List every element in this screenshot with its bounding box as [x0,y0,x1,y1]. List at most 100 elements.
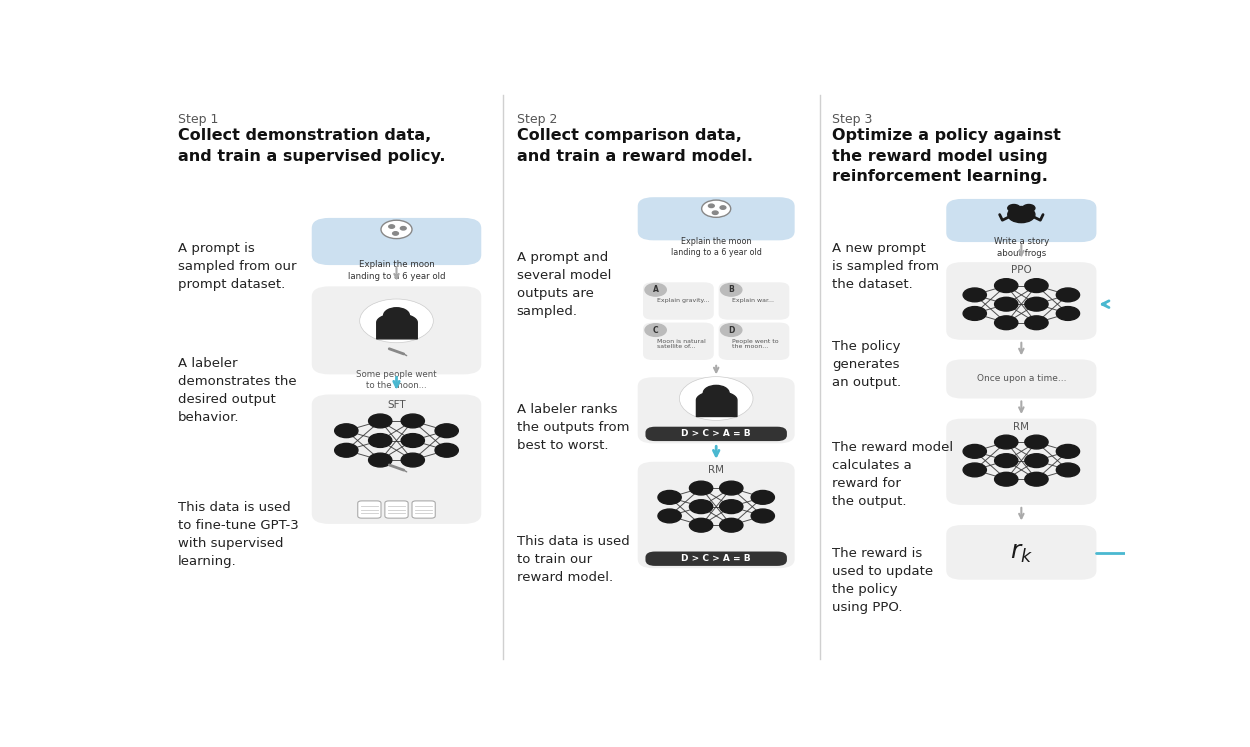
Circle shape [962,288,986,302]
FancyBboxPatch shape [412,501,435,518]
FancyBboxPatch shape [638,377,795,444]
FancyBboxPatch shape [642,282,714,320]
FancyBboxPatch shape [946,359,1096,398]
Text: Some people went
to the moon...: Some people went to the moon... [356,370,436,390]
FancyBboxPatch shape [645,427,788,441]
Circle shape [720,206,726,209]
Circle shape [658,491,681,504]
Text: A labeler ranks
the outputs from
best to worst.: A labeler ranks the outputs from best to… [516,403,629,452]
Circle shape [1025,297,1048,311]
Circle shape [435,424,459,438]
Circle shape [690,500,712,513]
Circle shape [658,509,681,523]
Text: Collect demonstration data,
and train a supervised policy.: Collect demonstration data, and train a … [177,128,445,164]
FancyBboxPatch shape [311,286,481,374]
FancyBboxPatch shape [642,323,714,360]
Text: SFT: SFT [388,400,406,410]
Circle shape [1025,436,1048,449]
Text: Write a story
about frogs: Write a story about frogs [994,238,1049,258]
Circle shape [1056,463,1080,477]
Text: Explain the moon
landing to a 6 year old: Explain the moon landing to a 6 year old [671,237,761,257]
Text: This data is used
to fine-tune GPT-3
with supervised
learning.: This data is used to fine-tune GPT-3 wit… [177,501,299,568]
Circle shape [995,436,1017,449]
Circle shape [690,481,712,495]
Text: D: D [728,326,735,335]
Text: Optimize a policy against
the reward model using
reinforcement learning.: Optimize a policy against the reward mod… [832,128,1061,184]
Circle shape [995,297,1017,311]
Circle shape [369,453,391,467]
Text: D > C > A = B: D > C > A = B [681,430,751,438]
Text: B: B [729,285,734,294]
Text: The reward is
used to update
the policy
using PPO.: The reward is used to update the policy … [832,547,934,614]
Circle shape [690,518,712,532]
Circle shape [401,414,425,428]
Circle shape [392,232,399,235]
Circle shape [720,518,742,532]
Circle shape [389,225,395,229]
FancyBboxPatch shape [311,218,481,265]
Circle shape [360,299,434,343]
Circle shape [709,204,714,208]
Circle shape [401,433,425,447]
Circle shape [720,481,742,495]
FancyBboxPatch shape [645,551,788,566]
Text: Explain the moon
landing to a 6 year old: Explain the moon landing to a 6 year old [348,261,445,281]
Circle shape [400,226,406,230]
Circle shape [720,323,741,336]
FancyBboxPatch shape [638,197,795,241]
Circle shape [645,323,666,336]
Circle shape [1025,472,1048,486]
FancyBboxPatch shape [719,323,789,360]
Circle shape [962,444,986,458]
Circle shape [1008,205,1020,211]
FancyBboxPatch shape [357,501,381,518]
Text: The policy
generates
an output.: The policy generates an output. [832,340,901,389]
Circle shape [369,414,391,428]
Circle shape [1056,444,1080,458]
Circle shape [1025,453,1048,468]
FancyBboxPatch shape [719,282,789,320]
Text: D > C > A = B: D > C > A = B [681,554,751,563]
Circle shape [1025,279,1048,293]
Circle shape [1025,316,1048,329]
FancyBboxPatch shape [385,501,408,518]
FancyBboxPatch shape [946,418,1096,505]
Text: The reward model
calculates a
reward for
the output.: The reward model calculates a reward for… [832,441,954,507]
Circle shape [995,472,1017,486]
Text: This data is used
to train our
reward model.: This data is used to train our reward mo… [516,536,630,584]
Text: Moon is natural
satellite of...: Moon is natural satellite of... [656,338,705,350]
Circle shape [720,500,742,513]
Text: C: C [652,326,659,335]
Circle shape [720,283,741,296]
Text: RM: RM [1014,421,1029,432]
Circle shape [962,463,986,477]
Circle shape [995,316,1017,329]
Text: RM: RM [709,465,724,474]
Text: A labeler
demonstrates the
desired output
behavior.: A labeler demonstrates the desired outpu… [177,357,296,424]
FancyBboxPatch shape [311,394,481,524]
Text: $r_k$: $r_k$ [1010,541,1032,565]
Circle shape [680,376,752,421]
Circle shape [995,453,1017,468]
Circle shape [995,279,1017,293]
Circle shape [751,491,775,504]
Circle shape [435,444,459,457]
Circle shape [1056,306,1080,320]
Text: Step 2: Step 2 [516,113,558,125]
Text: Explain war...: Explain war... [732,299,774,303]
Circle shape [712,211,717,214]
Text: A prompt is
sampled from our
prompt dataset.: A prompt is sampled from our prompt data… [177,242,296,291]
FancyBboxPatch shape [638,462,795,568]
Circle shape [962,306,986,320]
Circle shape [384,308,410,323]
Text: PPO: PPO [1011,265,1031,275]
FancyBboxPatch shape [946,262,1096,340]
Circle shape [369,433,391,447]
Circle shape [701,200,731,217]
Text: Step 1: Step 1 [177,113,217,125]
Text: People went to
the moon...: People went to the moon... [732,338,779,350]
Circle shape [751,509,775,523]
Text: A new prompt
is sampled from
the dataset.: A new prompt is sampled from the dataset… [832,242,940,291]
Circle shape [381,220,412,238]
Text: A prompt and
several model
outputs are
sampled.: A prompt and several model outputs are s… [516,251,611,317]
